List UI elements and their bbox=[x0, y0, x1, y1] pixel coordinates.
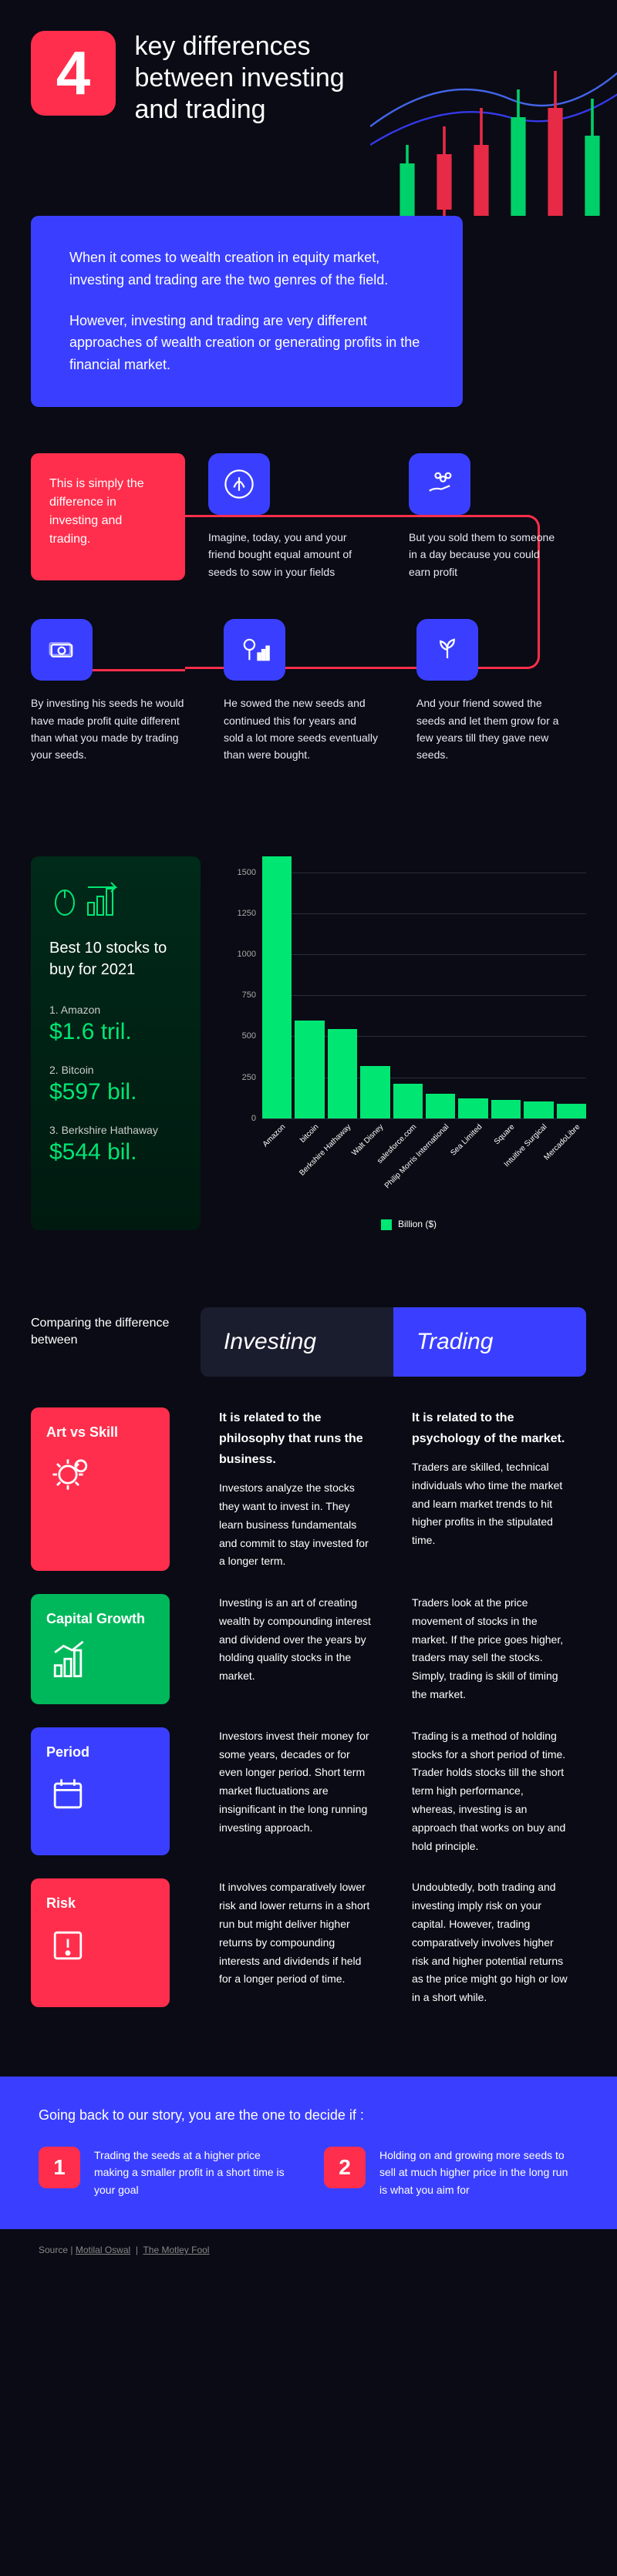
warning-icon bbox=[46, 1924, 89, 1967]
story-item-5: And your friend sowed the seeds and let … bbox=[416, 619, 586, 764]
source-label: Source | bbox=[39, 2245, 72, 2255]
story-text: He sowed the new seeds and continued thi… bbox=[224, 694, 378, 764]
footer-option: 1 Trading the seeds at a higher price ma… bbox=[39, 2147, 293, 2198]
sprout-icon bbox=[416, 619, 478, 681]
compare-row: Capital Growth Investing is an art of cr… bbox=[31, 1594, 586, 1704]
compare-cell-investing: Investors invest their money for some ye… bbox=[201, 1727, 393, 1856]
stock-item: 1. Amazon $1.6 tril. bbox=[49, 1004, 182, 1045]
footer-option-text: Trading the seeds at a higher price maki… bbox=[94, 2147, 293, 2198]
story-section: This is simply the difference in investi… bbox=[0, 407, 617, 833]
compare-row: Period Investors invest their money for … bbox=[31, 1727, 586, 1856]
header-title: key differences between investing and tr… bbox=[134, 31, 381, 125]
footer-option-text: Holding on and growing more seeds to sel… bbox=[379, 2147, 578, 2198]
cash-icon bbox=[31, 619, 93, 681]
story-text: But you sold them to someone in a day be… bbox=[409, 529, 563, 580]
chart-legend: Billion ($) bbox=[231, 1219, 586, 1230]
bar-label: Amazon bbox=[257, 1118, 287, 1148]
compare-cell-trading: Traders look at the price movement of st… bbox=[393, 1594, 586, 1704]
story-text: Imagine, today, you and your friend boug… bbox=[208, 529, 362, 580]
header: 4 key differences between investing and … bbox=[0, 0, 617, 216]
candlestick-decoration bbox=[370, 0, 617, 216]
story-item-3: By investing his seeds he would have mad… bbox=[31, 619, 201, 764]
stock-item: 2. Bitcoin $597 bil. bbox=[49, 1064, 182, 1105]
compare-tag: Art vs Skill bbox=[31, 1407, 170, 1572]
compare-cell-trading: Undoubtedly, both trading and investing … bbox=[393, 1878, 586, 2007]
growth-chart-icon bbox=[46, 1639, 89, 1683]
bar: Amazon bbox=[262, 856, 292, 1118]
compare-tag: Period bbox=[31, 1727, 170, 1856]
compare-tag: Capital Growth bbox=[31, 1594, 170, 1704]
compare-cell-trading: It is related to the psychology of the m… bbox=[393, 1407, 586, 1572]
stock-value: $544 bil. bbox=[49, 1139, 182, 1165]
bar: Sea Limited bbox=[458, 1098, 487, 1118]
compare-cell-trading: Trading is a method of holding stocks fo… bbox=[393, 1727, 586, 1856]
compare-tag-title: Risk bbox=[46, 1895, 154, 1912]
stocks-panel: Best 10 stocks to buy for 2021 1. Amazon… bbox=[31, 856, 201, 1230]
compare-cell-investing: It involves comparatively lower risk and… bbox=[201, 1878, 393, 2007]
source-line: Source | Motilal Oswal | The Motley Fool bbox=[0, 2229, 617, 2286]
stocks-panel-title: Best 10 stocks to buy for 2021 bbox=[49, 937, 182, 980]
bar: Berkshire Hathaway bbox=[328, 1029, 357, 1118]
bar: Intuitive Surgical bbox=[524, 1101, 553, 1118]
compare-row: Art vs Skill It is related to the philos… bbox=[31, 1407, 586, 1572]
mouse-chart-icon bbox=[49, 879, 126, 918]
footer-box: Going back to our story, you are the one… bbox=[0, 2077, 617, 2229]
bar-chart: 0250500750100012501500AmazonbitcoinBerks… bbox=[231, 856, 586, 1230]
calendar-icon bbox=[46, 1773, 89, 1816]
compare-cell-investing: It is related to the philosophy that run… bbox=[201, 1407, 393, 1572]
compare-heading-label: Comparing the difference between bbox=[31, 1307, 201, 1377]
stock-rank: 1. Amazon bbox=[49, 1004, 182, 1016]
footer-lead: Going back to our story, you are the one… bbox=[39, 2107, 578, 2124]
gear-bulb-icon bbox=[46, 1453, 89, 1496]
stock-value: $597 bil. bbox=[49, 1079, 182, 1105]
column-header-investing: Investing bbox=[201, 1307, 393, 1377]
compare-tag: Risk bbox=[31, 1878, 170, 2007]
story-lead: This is simply the difference in investi… bbox=[31, 453, 185, 580]
tree-chart-icon bbox=[224, 619, 285, 681]
bar: Square bbox=[491, 1100, 521, 1118]
story-item-4: He sowed the new seeds and continued thi… bbox=[224, 619, 393, 764]
y-tick: 1500 bbox=[238, 868, 256, 877]
stock-item: 3. Berkshire Hathaway $544 bil. bbox=[49, 1124, 182, 1165]
intro-paragraph-2: However, investing and trading are very … bbox=[69, 310, 424, 376]
bar-label: bitcoin bbox=[294, 1118, 320, 1145]
compare-row: Risk It involves comparatively lower ris… bbox=[31, 1878, 586, 2007]
story-text: And your friend sowed the seeds and let … bbox=[416, 694, 571, 764]
story-item-1: Imagine, today, you and your friend boug… bbox=[208, 453, 386, 580]
bar-label: Square bbox=[488, 1118, 516, 1146]
compare-tag-title: Period bbox=[46, 1744, 154, 1760]
hand-coins-icon bbox=[409, 453, 470, 515]
compare-tag-title: Art vs Skill bbox=[46, 1424, 154, 1441]
bar: salesforce.com bbox=[393, 1084, 423, 1118]
footer-option: 2 Holding on and growing more seeds to s… bbox=[324, 2147, 578, 2198]
compare-tag-title: Capital Growth bbox=[46, 1611, 154, 1627]
leaf-icon bbox=[208, 453, 270, 515]
bar: Philip Morris International bbox=[426, 1094, 455, 1118]
intro-paragraph-1: When it comes to wealth creation in equi… bbox=[69, 247, 424, 291]
bar: Walt Disney bbox=[360, 1066, 389, 1118]
source-link-1[interactable]: Motilal Oswal bbox=[76, 2245, 130, 2255]
stock-rank: 2. Bitcoin bbox=[49, 1064, 182, 1076]
bar: MercadoLibre bbox=[557, 1104, 586, 1118]
footer-option-number: 1 bbox=[39, 2147, 80, 2188]
footer-option-number: 2 bbox=[324, 2147, 366, 2188]
story-item-2: But you sold them to someone in a day be… bbox=[409, 453, 586, 580]
header-number: 4 bbox=[31, 31, 116, 116]
bar-label: Sea Limited bbox=[444, 1118, 484, 1158]
stock-value: $1.6 tril. bbox=[49, 1019, 182, 1045]
compare-cell-investing: Investing is an art of creating wealth b… bbox=[201, 1594, 393, 1704]
source-link-2[interactable]: The Motley Fool bbox=[143, 2245, 209, 2255]
stock-rank: 3. Berkshire Hathaway bbox=[49, 1124, 182, 1136]
bar: bitcoin bbox=[295, 1021, 324, 1118]
compare-section: Comparing the difference between Investi… bbox=[0, 1276, 617, 2061]
column-header-trading: Trading bbox=[393, 1307, 586, 1377]
story-text: By investing his seeds he would have mad… bbox=[31, 694, 185, 764]
intro-box: When it comes to wealth creation in equi… bbox=[31, 216, 463, 407]
chart-section: Best 10 stocks to buy for 2021 1. Amazon… bbox=[0, 833, 617, 1276]
